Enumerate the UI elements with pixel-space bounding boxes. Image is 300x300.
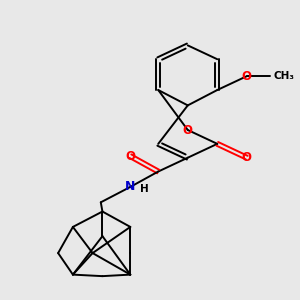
Text: O: O bbox=[183, 124, 193, 136]
Text: O: O bbox=[242, 151, 252, 164]
Text: O: O bbox=[242, 70, 252, 83]
Text: H: H bbox=[140, 184, 149, 194]
Text: O: O bbox=[125, 150, 135, 163]
Text: CH₃: CH₃ bbox=[274, 71, 295, 81]
Text: N: N bbox=[125, 180, 136, 194]
